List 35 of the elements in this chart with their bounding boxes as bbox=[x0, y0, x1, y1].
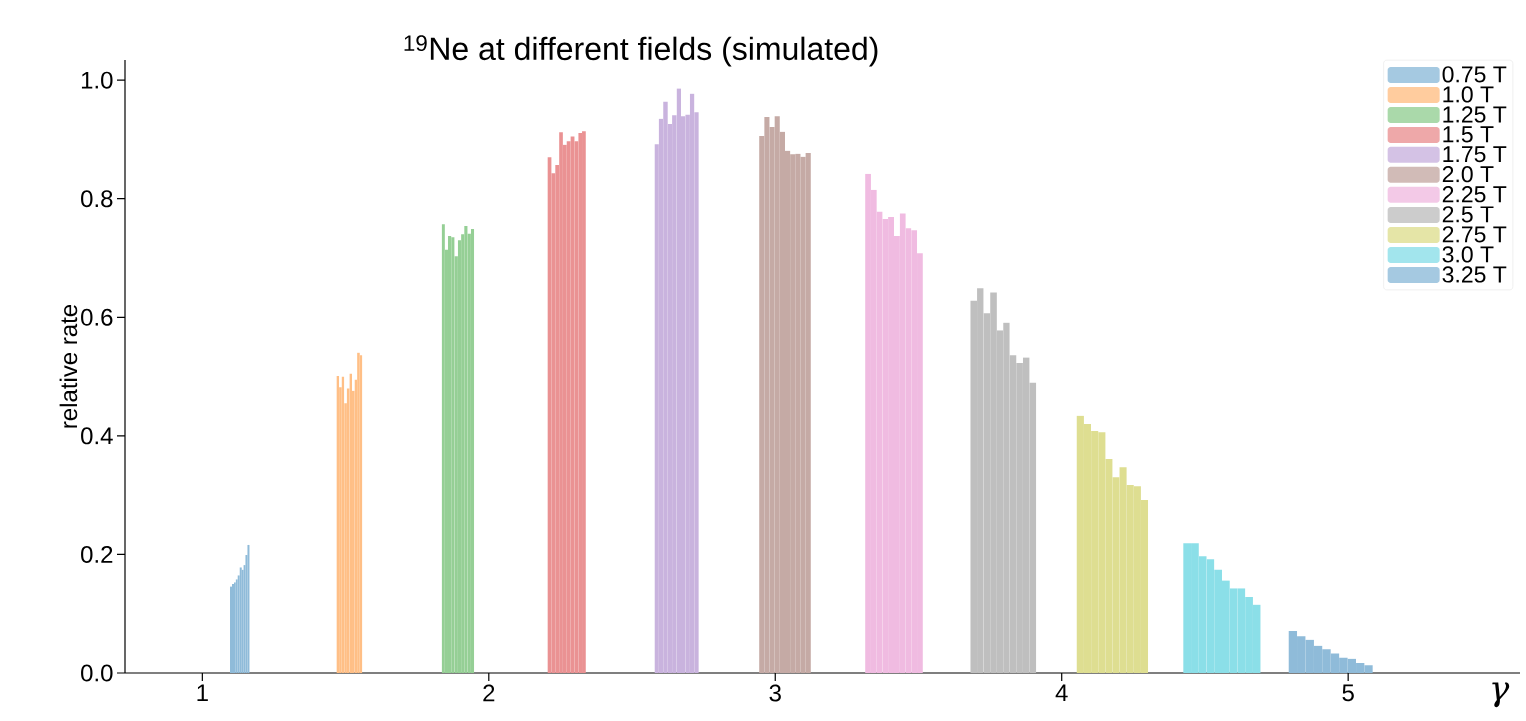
legend-label: 3.25 T bbox=[1442, 266, 1507, 283]
bar bbox=[689, 93, 695, 673]
legend-label: 2.5 T bbox=[1442, 206, 1494, 223]
legend-label: 1.0 T bbox=[1443, 86, 1494, 103]
chart-title: $^{19}$Ne at different fields (simulated) bbox=[404, 35, 878, 67]
bar bbox=[441, 224, 445, 673]
bar bbox=[464, 225, 468, 673]
y-tick-label: 0.6 bbox=[81, 308, 113, 326]
y-axis-title: relative rate bbox=[59, 304, 78, 428]
legend-label: 2.0 T bbox=[1442, 166, 1494, 183]
legend-label: 1.5 T bbox=[1443, 126, 1494, 143]
legend-label: 2.25 T bbox=[1442, 186, 1507, 203]
bar bbox=[663, 101, 668, 673]
bar bbox=[470, 228, 475, 673]
legend-label: 1.25 T bbox=[1443, 106, 1507, 123]
y-tick-label: 0.2 bbox=[81, 545, 113, 563]
x-tick-label: 5 bbox=[1342, 684, 1354, 702]
bar bbox=[451, 237, 455, 673]
bar bbox=[447, 236, 452, 673]
y-tick-label: 0.0 bbox=[81, 664, 113, 682]
bar bbox=[676, 88, 682, 673]
legend-label: 2.75 T bbox=[1442, 226, 1507, 243]
x-tick-label: 3 bbox=[769, 684, 781, 702]
y-tick-label: 0.4 bbox=[81, 427, 113, 445]
x-axis-title: γ bbox=[1492, 682, 1510, 708]
y-tick-label: 1.0 bbox=[81, 71, 113, 89]
x-tick-label: 1 bbox=[197, 684, 208, 702]
bar bbox=[582, 131, 586, 673]
y-tick-label: 0.8 bbox=[81, 190, 113, 208]
bar bbox=[247, 544, 250, 673]
legend-label: 0.75 T bbox=[1442, 66, 1507, 83]
legend-label: 3.0 T bbox=[1442, 246, 1494, 263]
x-tick-label: 2 bbox=[483, 684, 495, 702]
x-tick-label: 4 bbox=[1055, 684, 1068, 702]
legend-label: 1.75 T bbox=[1443, 146, 1507, 163]
